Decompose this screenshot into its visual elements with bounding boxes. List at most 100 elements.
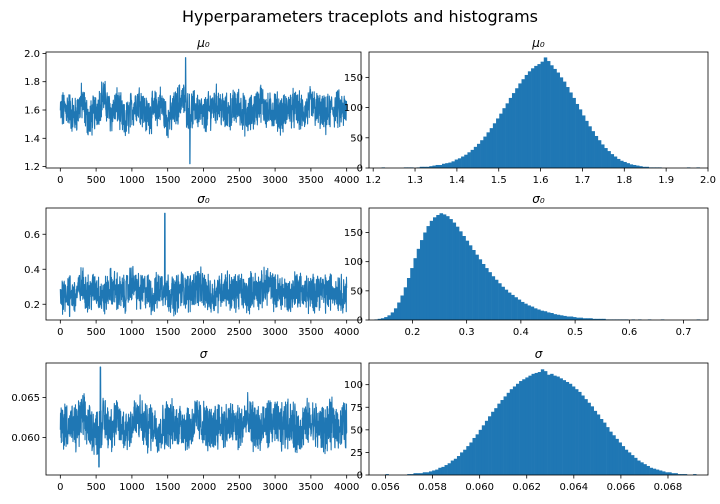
histogram-bar <box>639 166 643 168</box>
histogram-bar <box>387 315 391 320</box>
x-tick-label: 1.7 <box>574 175 590 186</box>
x-tick-label: 2500 <box>227 482 252 493</box>
histogram-bar <box>646 465 650 475</box>
histogram-bar <box>422 166 427 168</box>
histogram-bar <box>444 465 448 475</box>
histogram-bar <box>393 308 398 320</box>
histogram-bar <box>524 303 528 320</box>
x-tick-label: 1000 <box>119 482 144 493</box>
x-tick-label: 0 <box>57 482 63 493</box>
histogram-bar <box>550 373 554 475</box>
histogram-bar <box>578 109 583 168</box>
x-tick-label: 0 <box>57 175 63 186</box>
histogram-bar <box>623 161 627 168</box>
histogram-bar <box>634 457 638 475</box>
histogram-bar <box>441 163 446 168</box>
y-tick-label: 0.4 <box>24 265 40 276</box>
x-tick-label: 0.7 <box>676 327 692 338</box>
histogram-bar <box>435 469 439 475</box>
histogram-bar <box>472 250 476 320</box>
x-tick-label: 4000 <box>334 327 359 338</box>
histogram-bar <box>585 318 590 320</box>
histogram-bar <box>475 254 479 320</box>
y-tick-label: 75 <box>350 403 363 414</box>
histogram-bar <box>581 395 585 475</box>
y-tick-label: 0 <box>357 164 363 175</box>
y-tick-label: 0.6 <box>24 230 40 241</box>
histogram-bar <box>377 318 382 320</box>
histogram-bar <box>632 164 637 168</box>
histogram-bar <box>499 113 503 168</box>
histogram-bar <box>491 276 496 320</box>
histogram-bar <box>537 309 541 320</box>
x-tick-label: 1.9 <box>658 175 674 186</box>
histogram-bar <box>671 473 675 475</box>
histogram-bar <box>473 146 478 168</box>
histogram-bar <box>596 414 601 475</box>
histogram-bar <box>677 474 681 475</box>
histogram-bar <box>520 301 525 320</box>
histogram-bar <box>400 295 405 320</box>
histogram-bar <box>508 97 513 168</box>
x-tick-label: 0.064 <box>559 482 588 493</box>
histogram-bar <box>390 312 395 320</box>
histogram-bar <box>655 469 660 475</box>
histogram-bar <box>530 306 535 320</box>
histogram-bar <box>438 164 443 168</box>
histogram-bar <box>543 311 548 320</box>
histogram-bar <box>478 259 483 320</box>
histogram-bar <box>457 158 462 168</box>
plot-area <box>381 57 700 168</box>
histogram-bar <box>602 318 606 320</box>
histogram-bar <box>515 88 519 168</box>
histogram-bar <box>553 68 557 168</box>
histogram-bar <box>465 240 470 320</box>
y-tick-label: 50 <box>350 425 363 436</box>
histogram-bar <box>522 379 526 475</box>
x-tick-label: 0.062 <box>512 482 541 493</box>
histogram-bar <box>643 464 647 475</box>
subplot-5: σ0 500 1000 1500 2000 2500 3000 3500 40000.0600.… <box>11 347 362 493</box>
histogram-bar <box>410 268 414 320</box>
histogram-bar <box>683 474 688 475</box>
histogram-bar <box>446 216 450 320</box>
histogram-bar <box>528 375 532 475</box>
histogram-bar <box>450 460 455 475</box>
histogram-bar <box>582 318 587 320</box>
histogram-bar <box>534 65 538 168</box>
histogram-bar <box>459 231 463 320</box>
histogram-bar <box>598 318 603 320</box>
x-tick-label: 1.5 <box>491 175 507 186</box>
x-tick-label: 500 <box>87 482 106 493</box>
histogram-bar <box>469 442 473 475</box>
x-tick-label: 0.3 <box>459 327 475 338</box>
histogram-bar <box>588 126 592 168</box>
subplot-title: μ₀ <box>196 36 210 50</box>
histogram-bar <box>533 308 538 320</box>
histogram-bar <box>496 118 500 168</box>
histogram-bar <box>397 302 401 320</box>
histogram-bar <box>620 160 624 168</box>
histogram-bar <box>517 299 522 320</box>
y-tick-label: 100 <box>344 257 363 268</box>
x-tick-label: 2.0 <box>700 175 716 186</box>
histogram-bar <box>519 381 523 475</box>
histogram-bar <box>637 460 641 475</box>
histogram-bar <box>594 135 599 168</box>
trace-line <box>59 57 348 165</box>
histogram-bar <box>569 316 574 320</box>
histogram-bar <box>576 317 580 320</box>
histogram-bar <box>463 449 467 475</box>
histogram-bar <box>546 61 551 168</box>
histogram-bar <box>413 473 417 475</box>
histogram-bar <box>472 437 476 475</box>
histogram-bar <box>442 214 447 320</box>
histogram-bar <box>494 279 499 320</box>
x-tick-label: 0.4 <box>513 327 529 338</box>
histogram-bar <box>507 292 512 320</box>
histogram-bar <box>556 376 560 475</box>
histogram-bar <box>464 154 468 168</box>
histogram-bar <box>483 136 487 168</box>
histogram-bar <box>410 474 414 475</box>
y-tick-label: 25 <box>350 448 363 459</box>
